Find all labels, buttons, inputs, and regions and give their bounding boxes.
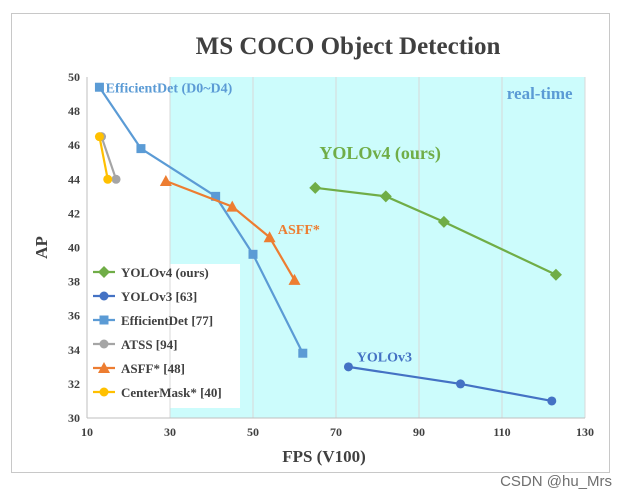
annotation-label: YOLOv4 (ours): [319, 143, 441, 164]
data-point: [136, 144, 146, 154]
y-tick-label: 50: [68, 70, 80, 84]
x-tick-label: 130: [576, 425, 594, 439]
chart-frame: MS COCO Object Detection 10 30 50 70 90 110 130…: [11, 13, 610, 473]
series-line-0: [315, 186, 557, 276]
data-point: [111, 174, 121, 184]
data-point: [226, 200, 239, 212]
y-tick-label: 40: [68, 241, 80, 255]
data-point: [298, 348, 308, 358]
legend-marker: [99, 387, 109, 397]
data-point: [94, 132, 104, 142]
data-point: [263, 231, 276, 243]
x-tick-label: 30: [164, 425, 176, 439]
y-tick-label: 36: [68, 309, 80, 323]
x-tick-label: 10: [81, 425, 93, 439]
series-line-3: [100, 136, 118, 180]
legend-label: YOLOv4 (ours): [121, 265, 209, 280]
legend-label: EfficientDet [77]: [121, 313, 213, 328]
data-point: [549, 268, 562, 281]
data-point: [309, 181, 322, 194]
data-point: [456, 379, 465, 389]
y-axis-label: AP: [32, 236, 51, 259]
data-point: [343, 362, 353, 372]
x-axis-label: FPS (V100): [282, 447, 366, 466]
legend-label: ASFF* [48]: [121, 361, 185, 376]
data-point: [547, 396, 557, 406]
y-tick-label: 38: [68, 275, 80, 289]
series-line-5: [98, 136, 109, 180]
annotation-label: ASFF*: [278, 223, 320, 238]
legend-label: YOLOv3 [63]: [121, 289, 197, 304]
y-tick-label: 48: [68, 104, 80, 118]
annotation-label: EfficientDet (D0~D4): [106, 81, 233, 96]
x-tick-label: 50: [247, 425, 259, 439]
series-line-4: [165, 179, 296, 281]
x-tick-label: 90: [413, 425, 425, 439]
y-tick-label: 44: [68, 172, 80, 186]
data-point: [94, 82, 104, 92]
annotation-label: real-time: [507, 84, 573, 103]
data-point: [379, 190, 392, 203]
legend-marker: [98, 362, 110, 373]
data-point: [159, 175, 172, 187]
legend-marker: [98, 266, 110, 278]
chart-title: MS COCO Object Detection: [196, 33, 501, 60]
y-tick-label: 34: [68, 343, 80, 357]
y-tick-label: 30: [68, 411, 80, 425]
data-point: [248, 249, 258, 259]
y-tick-label: 42: [68, 206, 80, 220]
data-point: [437, 215, 450, 228]
data-point: [103, 174, 113, 184]
x-tick-label: 110: [493, 425, 510, 439]
legend-box: [88, 264, 240, 408]
legend-marker: [99, 315, 109, 325]
y-tick-label: 46: [68, 138, 80, 152]
annotation-label: YOLOv3: [357, 351, 412, 366]
data-point: [288, 273, 301, 285]
watermark: CSDN @hu_Mrs: [500, 473, 612, 490]
y-tick-label: 32: [68, 377, 80, 391]
legend-label: ATSS [94]: [121, 337, 177, 352]
legend-marker: [99, 339, 109, 349]
legend-marker: [99, 291, 109, 301]
legend-label: CenterMask* [40]: [121, 385, 222, 400]
x-tick-label: 70: [330, 425, 342, 439]
data-point: [211, 191, 221, 201]
